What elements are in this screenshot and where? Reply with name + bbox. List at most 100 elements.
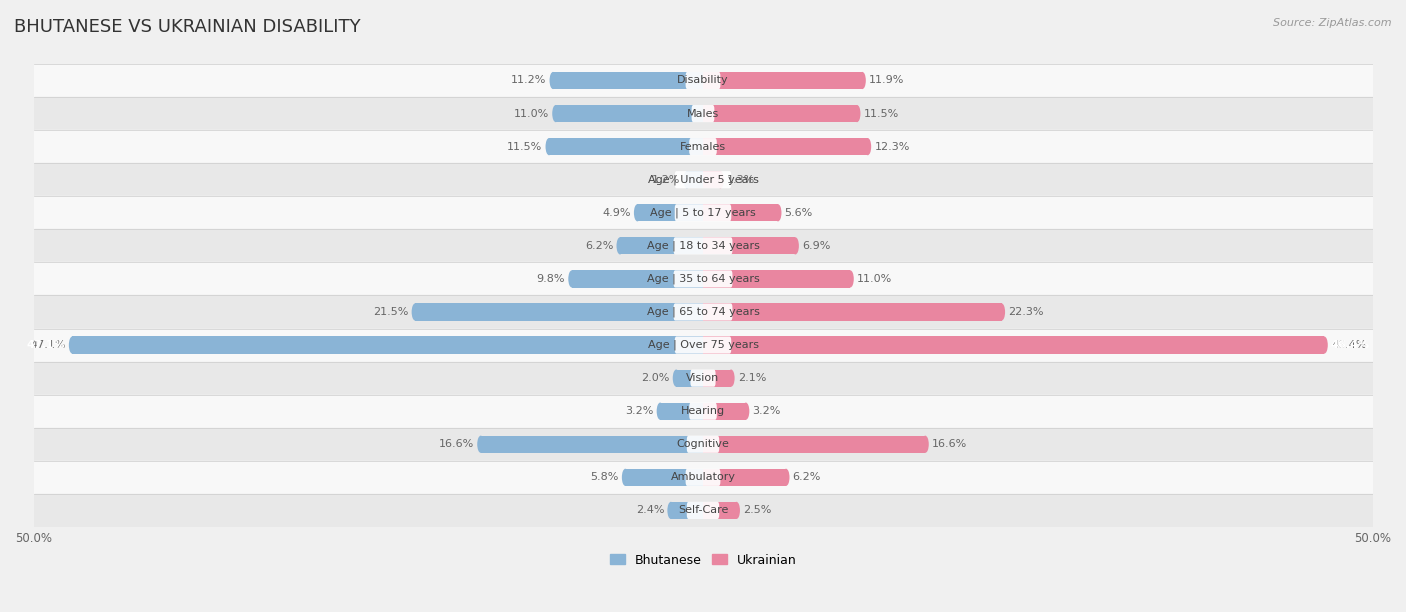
Text: Males: Males (688, 108, 718, 119)
Bar (620, 237, 703, 255)
Text: 16.6%: 16.6% (932, 439, 967, 449)
FancyBboxPatch shape (686, 469, 720, 486)
Text: Age | Under 5 years: Age | Under 5 years (648, 174, 758, 185)
Circle shape (922, 436, 929, 453)
FancyBboxPatch shape (689, 138, 717, 155)
FancyBboxPatch shape (686, 436, 720, 453)
Circle shape (412, 304, 419, 321)
Circle shape (853, 105, 860, 122)
Circle shape (616, 237, 623, 255)
Circle shape (865, 138, 872, 155)
Circle shape (657, 403, 664, 420)
Text: 11.9%: 11.9% (869, 75, 904, 86)
Text: 22.3%: 22.3% (1008, 307, 1043, 317)
Bar (703, 105, 858, 122)
Bar (415, 304, 703, 321)
Text: 2.0%: 2.0% (641, 373, 669, 383)
FancyBboxPatch shape (686, 502, 720, 519)
Circle shape (668, 502, 675, 519)
FancyBboxPatch shape (689, 403, 717, 420)
Text: Females: Females (681, 141, 725, 152)
FancyBboxPatch shape (673, 237, 733, 255)
FancyBboxPatch shape (675, 204, 731, 222)
Bar (34, 263, 1372, 296)
Circle shape (683, 171, 690, 188)
Text: 11.0%: 11.0% (858, 274, 893, 284)
Text: 4.9%: 4.9% (602, 207, 631, 218)
Bar (34, 296, 1372, 329)
Text: Cognitive: Cognitive (676, 439, 730, 449)
Text: 46.4%: 46.4% (1331, 340, 1367, 350)
Text: 6.9%: 6.9% (801, 241, 831, 251)
Text: BHUTANESE VS UKRAINIAN DISABILITY: BHUTANESE VS UKRAINIAN DISABILITY (14, 18, 361, 36)
Text: Age | 5 to 17 years: Age | 5 to 17 years (650, 207, 756, 218)
Bar (626, 469, 703, 486)
Bar (637, 204, 703, 222)
Text: Ambulatory: Ambulatory (671, 472, 735, 482)
Circle shape (477, 436, 484, 453)
Circle shape (553, 105, 560, 122)
Bar (703, 271, 851, 288)
Text: 3.2%: 3.2% (626, 406, 654, 416)
Text: 21.5%: 21.5% (373, 307, 408, 317)
Text: Age | 65 to 74 years: Age | 65 to 74 years (647, 307, 759, 317)
Text: 2.4%: 2.4% (636, 506, 664, 515)
Text: 3.2%: 3.2% (752, 406, 780, 416)
Text: 5.6%: 5.6% (785, 207, 813, 218)
Text: Age | 35 to 64 years: Age | 35 to 64 years (647, 274, 759, 284)
Bar (34, 64, 1372, 97)
Circle shape (550, 72, 557, 89)
Text: Self-Care: Self-Care (678, 506, 728, 515)
Bar (703, 436, 925, 453)
Bar (34, 494, 1372, 527)
Circle shape (733, 502, 740, 519)
Bar (34, 163, 1372, 196)
Bar (703, 237, 796, 255)
Legend: Bhutanese, Ukrainian: Bhutanese, Ukrainian (605, 548, 801, 572)
Bar (671, 502, 703, 519)
Bar (572, 271, 703, 288)
Circle shape (672, 370, 679, 387)
Text: Age | 18 to 34 years: Age | 18 to 34 years (647, 241, 759, 251)
FancyBboxPatch shape (673, 304, 733, 321)
Bar (34, 395, 1372, 428)
FancyBboxPatch shape (686, 72, 720, 89)
Circle shape (717, 171, 724, 188)
Text: 11.2%: 11.2% (510, 75, 547, 86)
Bar (555, 105, 703, 122)
Bar (34, 362, 1372, 395)
Bar (548, 138, 703, 155)
Bar (553, 72, 703, 89)
FancyBboxPatch shape (673, 271, 733, 288)
Bar (703, 138, 868, 155)
Circle shape (998, 304, 1005, 321)
Text: 1.3%: 1.3% (727, 174, 755, 185)
Text: 11.5%: 11.5% (863, 108, 898, 119)
Bar (34, 329, 1372, 362)
Circle shape (568, 271, 575, 288)
Circle shape (69, 337, 76, 354)
Bar (703, 171, 720, 188)
Bar (34, 428, 1372, 461)
Text: 47.1%: 47.1% (27, 340, 66, 350)
FancyBboxPatch shape (675, 171, 731, 188)
Circle shape (634, 204, 641, 222)
Text: 16.6%: 16.6% (439, 439, 474, 449)
Bar (661, 403, 703, 420)
Bar (34, 230, 1372, 263)
Circle shape (728, 370, 734, 387)
Bar (703, 72, 862, 89)
Bar (481, 436, 703, 453)
Bar (34, 130, 1372, 163)
FancyBboxPatch shape (690, 370, 716, 387)
Bar (703, 337, 1324, 354)
Bar (34, 461, 1372, 494)
Text: 11.5%: 11.5% (508, 141, 543, 152)
FancyBboxPatch shape (675, 337, 731, 354)
Text: 6.2%: 6.2% (585, 241, 613, 251)
Bar (34, 97, 1372, 130)
Text: 5.8%: 5.8% (591, 472, 619, 482)
Circle shape (621, 469, 628, 486)
Circle shape (846, 271, 853, 288)
Text: 2.5%: 2.5% (744, 506, 772, 515)
